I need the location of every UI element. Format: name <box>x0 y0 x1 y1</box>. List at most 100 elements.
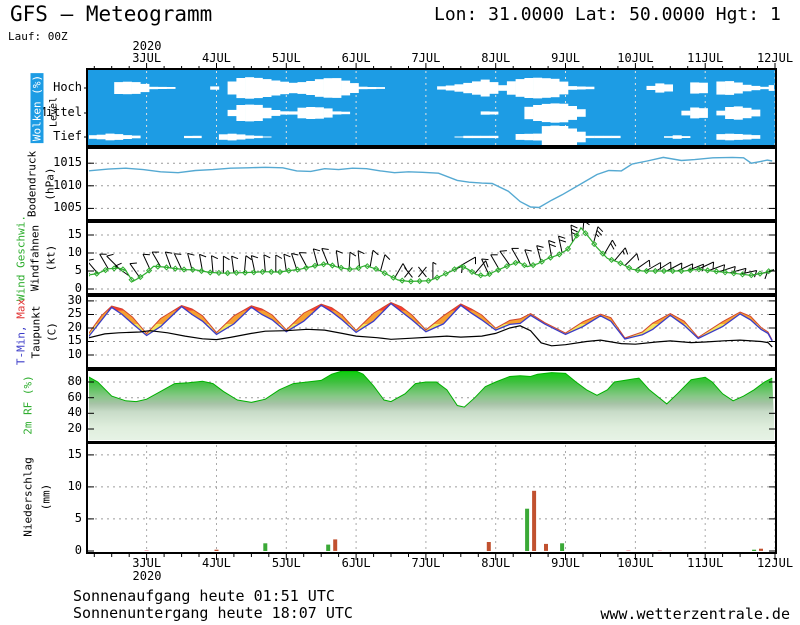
cloud-bar-hoch <box>533 77 543 99</box>
cloud-bar-mittel <box>742 107 752 119</box>
sunrise-text: Sonnenaufgang heute 01:51 UTC <box>73 587 335 605</box>
cloud-bar-hoch <box>166 87 176 89</box>
wind-marker <box>556 251 563 258</box>
axis-day-label-bottom: 4JUL <box>202 556 231 570</box>
wind-barb-tick <box>187 252 195 256</box>
cloud-bar-hoch <box>559 81 569 95</box>
wind-marker <box>433 274 441 281</box>
axis-day-label-top: 7JUL <box>411 51 441 65</box>
precip-bar <box>626 550 631 551</box>
wind-marker <box>399 277 406 284</box>
precip-bar <box>532 490 537 551</box>
calm-icon <box>404 267 413 278</box>
cloud-bar-hoch <box>541 78 551 98</box>
wind-barb <box>593 226 599 244</box>
wind-marker <box>617 260 624 267</box>
cloud-bar-tief <box>742 134 752 140</box>
cloud-bar-mittel <box>236 105 246 121</box>
cloud-bar-hoch <box>131 82 141 94</box>
wind-marker <box>634 267 641 274</box>
cloud-bar-mittel <box>245 104 255 122</box>
cloud-bar-hoch <box>114 82 124 94</box>
precip-bar <box>560 543 565 551</box>
wind-marker <box>111 265 118 272</box>
wind-barb-tick <box>636 253 640 261</box>
precip-y-tick-label: 15 <box>67 447 82 461</box>
cloud-bar-tief <box>114 134 124 140</box>
cloud-bar-tief <box>253 135 263 139</box>
wind-barb-tick <box>165 251 173 254</box>
year-label-top: 2020 <box>132 39 162 53</box>
cloud-bar-tief <box>192 135 202 139</box>
pressure-y-tick-label: 1015 <box>53 155 82 169</box>
wind-barb <box>142 253 151 270</box>
cloud-bar-hoch <box>733 82 743 94</box>
cloud-bar-mittel <box>698 108 708 118</box>
temp-axis-unit: (C) <box>45 322 59 342</box>
cloud-bar-mittel <box>480 111 490 115</box>
precip-panel-border <box>86 442 777 554</box>
cloud-bar-tief <box>725 133 735 141</box>
wind-marker <box>730 270 737 277</box>
wind-marker <box>643 267 650 275</box>
wind-y-tick-label: 5 <box>74 263 82 277</box>
wind-barb-tick <box>558 235 566 239</box>
wind-barb <box>173 253 183 270</box>
wind-barb-tick <box>597 226 604 233</box>
wind-marker <box>547 254 554 261</box>
run-label: Lauf: 00Z <box>8 30 68 43</box>
wind-barb-tick <box>223 255 230 261</box>
cloud-bar-hoch <box>768 85 774 91</box>
wind-barb-tick <box>199 253 207 258</box>
wind-marker <box>128 276 135 283</box>
wind-barb-tick <box>524 249 532 252</box>
cloud-bar-hoch <box>367 87 377 90</box>
axis-day-label-bottom: 6JUL <box>341 556 371 570</box>
wind-barb-tick <box>432 261 437 265</box>
wind-barb-tick <box>624 247 629 255</box>
page-title: GFS – Meteogramm <box>10 2 213 26</box>
cloud-bar-hoch <box>751 85 761 91</box>
tmin-line <box>89 302 773 342</box>
wind-barb-tick <box>283 253 291 258</box>
cloud-bar-tief <box>472 135 481 139</box>
axis-day-label-bottom: 9JUL <box>551 556 580 570</box>
wind-marker <box>93 270 100 277</box>
cloud-bar-mittel <box>541 103 551 123</box>
cloud-bar-hoch <box>445 85 455 91</box>
wind-y-tick-label: 10 <box>67 245 82 259</box>
cloud-bar-hoch <box>498 85 508 91</box>
wind-barb-tick <box>357 250 365 255</box>
wind-barb <box>558 235 563 253</box>
wind-y-tick-label: 15 <box>67 227 82 241</box>
rf-y-tick-label: 60 <box>67 390 82 404</box>
wind-barb-tick <box>291 253 299 256</box>
cloud-bar-hoch <box>524 78 534 98</box>
wind-barb-tick <box>764 272 768 280</box>
wind-marker <box>512 259 519 267</box>
wind-barb <box>645 262 661 272</box>
cloud-bar-hoch <box>760 86 769 90</box>
cloud-bar-hoch <box>376 87 385 89</box>
wind-barb <box>369 250 374 268</box>
wind-marker <box>495 266 502 274</box>
wind-barb <box>481 258 490 275</box>
precip-bar <box>525 508 530 551</box>
cloud-bar-hoch <box>245 77 255 99</box>
wind-barb <box>603 239 613 256</box>
temp-y-tick-label: 10 <box>67 347 82 361</box>
cloud-bar-mittel <box>297 107 307 119</box>
wind-barb <box>211 255 214 273</box>
cloud-bar-tief <box>236 134 246 140</box>
cloud-bar-hoch <box>122 81 132 95</box>
wind-barb-tick <box>263 254 271 259</box>
cloud-bar-tief <box>533 133 543 141</box>
wind-barb <box>582 222 585 231</box>
wind-marker <box>259 268 266 276</box>
wind-speed-line <box>90 226 773 283</box>
cloud-bar-tief <box>245 135 255 139</box>
cloud-bar-mittel <box>751 109 761 117</box>
cloud-bar-tief <box>489 135 499 139</box>
year-label-bottom: 2020 <box>132 569 162 583</box>
cloud-bar-hoch <box>472 81 481 95</box>
